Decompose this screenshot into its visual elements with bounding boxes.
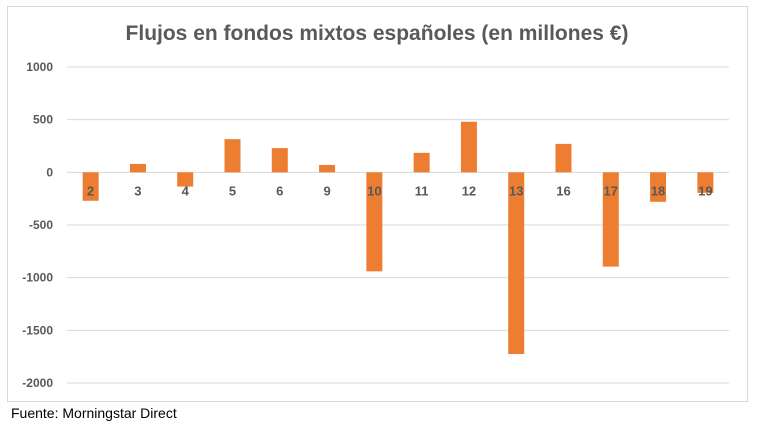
bar-5: [224, 139, 241, 173]
y-tick-label: -2000: [22, 376, 53, 390]
bar-9: [319, 164, 336, 173]
chart-title: Flujos en fondos mixtos españoles (en mi…: [126, 22, 629, 45]
x-category-label: 9: [323, 183, 330, 198]
source-note: Fuente: Morningstar Direct: [11, 405, 177, 421]
bar-17: [602, 172, 619, 267]
x-category-label: 13: [509, 183, 523, 198]
bar-2: [82, 172, 99, 201]
y-axis-tick-labels: 1000 500 0 -500 -1000 -1500 -2000: [22, 60, 53, 390]
bar-13: [508, 172, 525, 355]
bars: [82, 121, 714, 355]
y-tick-label: 0: [46, 165, 53, 179]
gridlines: [67, 66, 729, 384]
bar-3: [129, 163, 146, 173]
bar-12: [460, 121, 477, 173]
x-category-label: 19: [698, 183, 712, 198]
x-category-label: 5: [229, 183, 236, 198]
bar-chart: Flujos en fondos mixtos españoles (en mi…: [22, 22, 729, 390]
bar-18: [650, 172, 667, 202]
y-tick-label: 500: [33, 113, 53, 127]
bar-19: [697, 172, 714, 193]
x-category-label: 16: [556, 183, 570, 198]
bar-4: [177, 172, 194, 187]
x-category-label: 3: [134, 183, 141, 198]
y-tick-label: -1500: [22, 323, 53, 337]
x-category-label: 12: [462, 183, 476, 198]
x-category-label: 10: [367, 183, 381, 198]
x-category-label: 18: [651, 183, 665, 198]
bar-6: [271, 148, 288, 173]
y-tick-label: -500: [29, 218, 53, 232]
bar-16: [555, 143, 572, 173]
y-tick-label: -1000: [22, 271, 53, 285]
bar-10: [366, 172, 383, 272]
x-category-label: 11: [415, 183, 429, 198]
bar-11: [413, 152, 430, 173]
x-category-label: 2: [87, 183, 94, 198]
x-category-label: 4: [182, 183, 190, 198]
x-axis-category-labels: 2 3 4 5 6 9 10 11 12 13 16 17 18 19: [87, 183, 713, 198]
x-category-label: 6: [276, 183, 283, 198]
x-category-label: 17: [604, 183, 618, 198]
y-tick-label: 1000: [26, 60, 53, 74]
